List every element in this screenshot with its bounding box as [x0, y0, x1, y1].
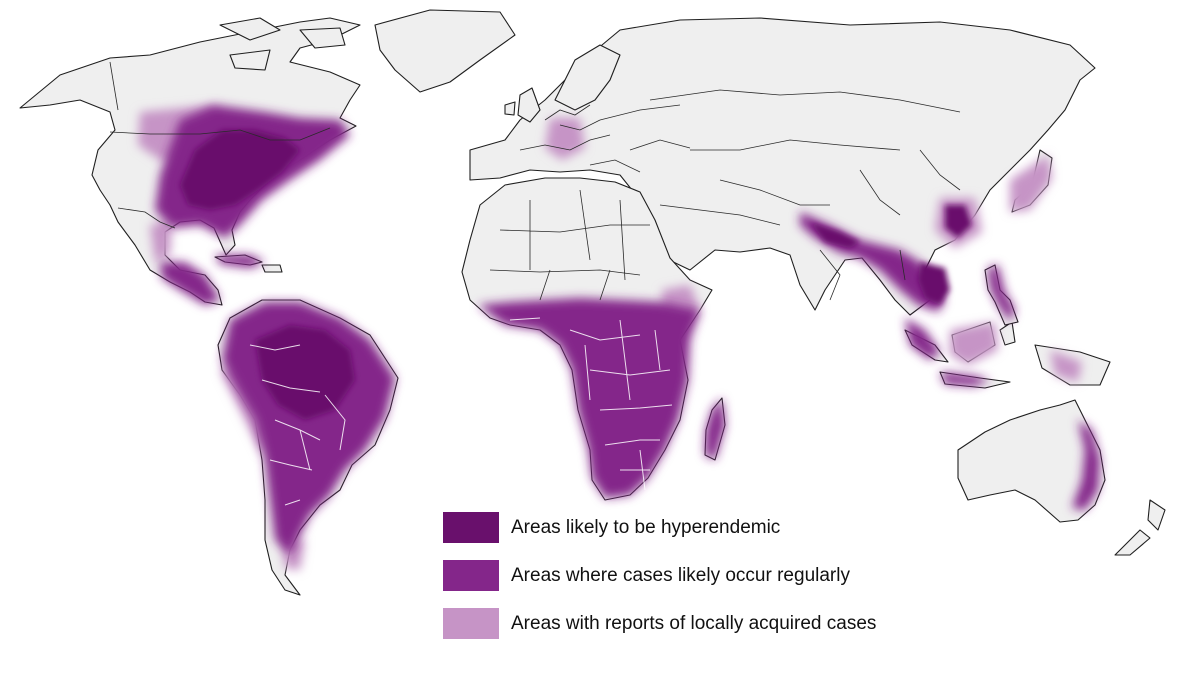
legend-swatch-hyperendemic	[443, 512, 499, 543]
border-usa-mexico	[117, 207, 176, 229]
zone-local-japan	[1010, 155, 1052, 212]
legend-item-local: Areas with reports of locally acquired c…	[443, 608, 876, 639]
borders-europe	[519, 104, 691, 173]
borders-subsaharan	[509, 317, 673, 491]
border-alaska	[109, 61, 119, 111]
zone-regular-sub-saharan-africa	[478, 298, 700, 498]
legend-item-hyperendemic: Areas likely to be hyperendemic	[443, 512, 876, 543]
zone-hyper-north-america	[180, 130, 300, 210]
scandinavia-landmass	[554, 44, 621, 111]
country-borders	[109, 61, 961, 506]
arctic-islands	[219, 17, 346, 71]
borders-africa	[489, 189, 650, 301]
zone-regular-philippines	[988, 265, 1015, 322]
zone-regular-caribbean	[215, 255, 265, 268]
greenland-landmass	[374, 9, 516, 93]
borders-south-america	[249, 344, 346, 506]
australia-landmass	[957, 399, 1106, 523]
zone-local-new-guinea	[1050, 350, 1082, 382]
zone-regular-madagascar	[705, 398, 725, 460]
zone-regular-indonesia-south	[940, 372, 990, 386]
legend-swatch-regular	[443, 560, 499, 591]
zone-local-indonesia	[950, 322, 998, 365]
legend-item-regular: Areas where cases likely occur regularly	[443, 560, 876, 591]
british-isles	[504, 87, 541, 123]
legend-label-local: Areas with reports of locally acquired c…	[511, 612, 877, 634]
zone-hyper-himalaya	[810, 222, 860, 248]
borders-asia	[649, 89, 961, 301]
legend-swatch-local	[443, 608, 499, 639]
zone-hyper-china	[945, 205, 972, 238]
new-zealand-islands	[1114, 499, 1166, 556]
legend-label-regular: Areas where cases likely occur regularly	[511, 564, 850, 586]
zone-regular-east-australia	[1072, 420, 1100, 510]
legend-label-hyperendemic: Areas likely to be hyperendemic	[511, 516, 781, 538]
zone-regular-central-america	[160, 262, 220, 305]
zone-local-mexico	[150, 220, 172, 262]
zone-hyper-southeast-asia	[918, 262, 950, 305]
zone-regular-malaysia	[905, 318, 940, 360]
map-legend: Areas likely to be hyperendemic Areas wh…	[443, 512, 876, 639]
zone-local-south-america-chile	[220, 365, 268, 455]
border-canada-usa	[109, 127, 331, 141]
